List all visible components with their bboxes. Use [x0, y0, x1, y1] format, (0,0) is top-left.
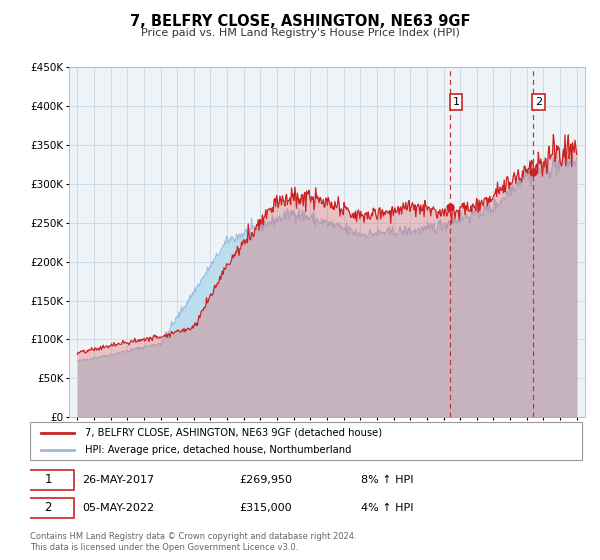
Text: £269,950: £269,950: [240, 475, 293, 485]
Text: 2: 2: [44, 501, 52, 515]
FancyBboxPatch shape: [22, 498, 74, 518]
Text: 05-MAY-2022: 05-MAY-2022: [82, 503, 155, 513]
Text: Price paid vs. HM Land Registry's House Price Index (HPI): Price paid vs. HM Land Registry's House …: [140, 28, 460, 38]
Text: 1: 1: [44, 473, 52, 487]
Text: 7, BELFRY CLOSE, ASHINGTON, NE63 9GF: 7, BELFRY CLOSE, ASHINGTON, NE63 9GF: [130, 14, 470, 29]
Text: 1: 1: [452, 97, 460, 107]
Text: Contains HM Land Registry data © Crown copyright and database right 2024.: Contains HM Land Registry data © Crown c…: [30, 532, 356, 541]
FancyBboxPatch shape: [30, 422, 582, 460]
FancyBboxPatch shape: [22, 470, 74, 490]
Text: 4% ↑ HPI: 4% ↑ HPI: [361, 503, 414, 513]
Text: £315,000: £315,000: [240, 503, 292, 513]
Text: HPI: Average price, detached house, Northumberland: HPI: Average price, detached house, Nort…: [85, 445, 352, 455]
Text: 8% ↑ HPI: 8% ↑ HPI: [361, 475, 414, 485]
Text: 2: 2: [535, 97, 542, 107]
Text: This data is licensed under the Open Government Licence v3.0.: This data is licensed under the Open Gov…: [30, 543, 298, 552]
Text: 7, BELFRY CLOSE, ASHINGTON, NE63 9GF (detached house): 7, BELFRY CLOSE, ASHINGTON, NE63 9GF (de…: [85, 427, 382, 437]
Text: 26-MAY-2017: 26-MAY-2017: [82, 475, 155, 485]
